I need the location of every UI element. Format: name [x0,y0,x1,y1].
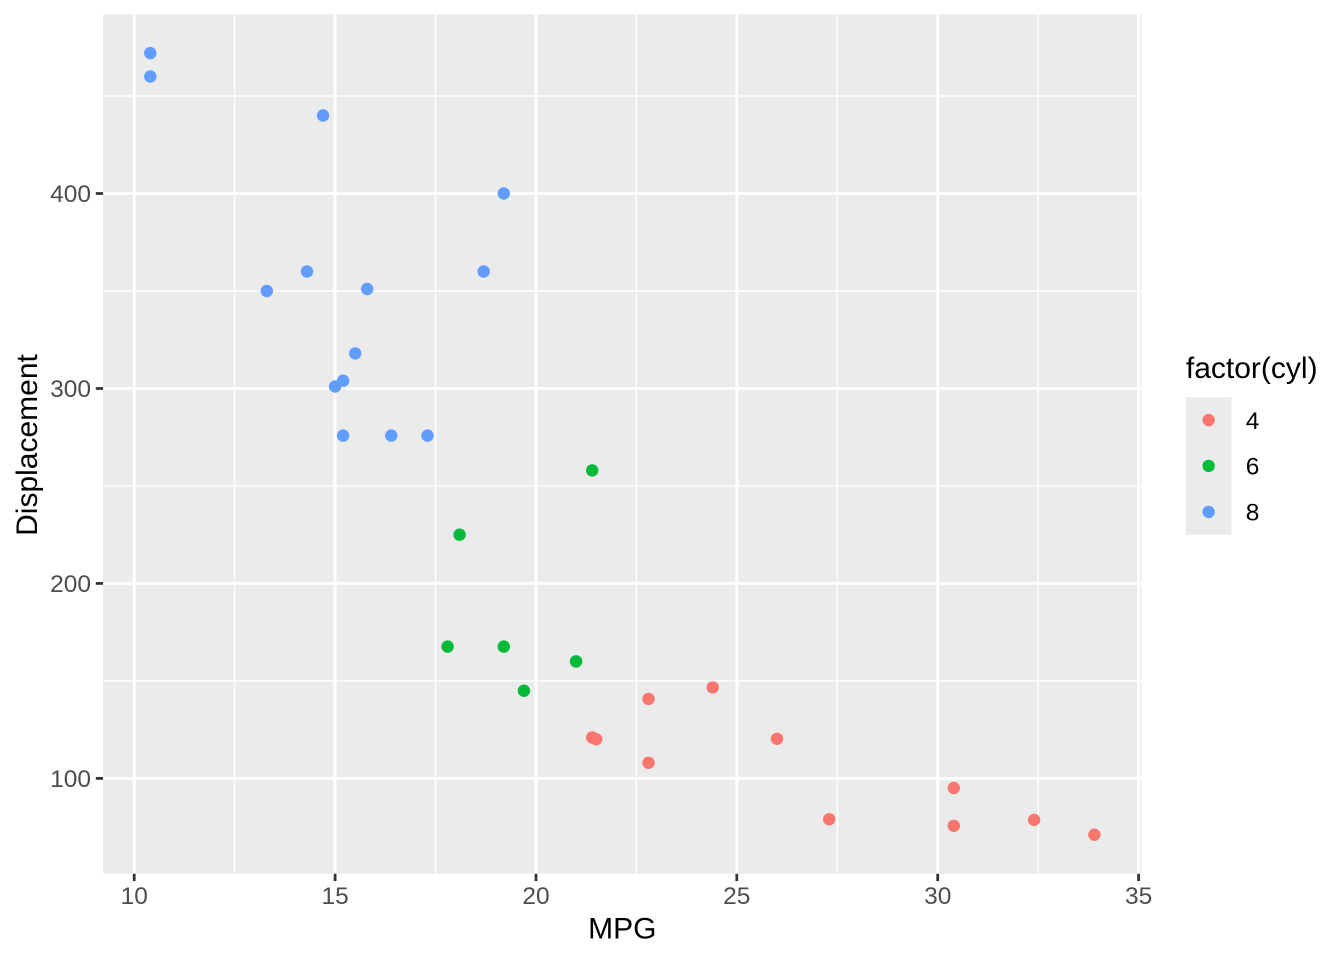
svg-text:Displacement: Displacement [11,353,44,535]
svg-text:100: 100 [50,766,91,793]
svg-text:MPG: MPG [588,912,656,945]
svg-text:15: 15 [321,883,348,910]
svg-text:4: 4 [1246,408,1260,435]
svg-text:300: 300 [50,376,91,403]
svg-text:200: 200 [50,571,91,598]
svg-text:10: 10 [121,883,148,910]
svg-text:8: 8 [1246,500,1260,527]
svg-text:25: 25 [723,883,750,910]
svg-text:35: 35 [1125,883,1152,910]
svg-text:400: 400 [50,181,91,208]
svg-text:factor(cyl): factor(cyl) [1186,352,1318,385]
svg-text:30: 30 [924,883,951,910]
svg-text:20: 20 [522,883,549,910]
svg-text:6: 6 [1246,454,1260,481]
